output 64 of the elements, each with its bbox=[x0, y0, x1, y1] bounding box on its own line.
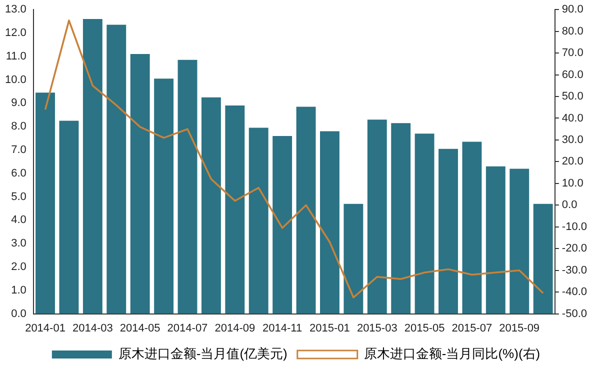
y-tick-label: 9.0 bbox=[11, 97, 26, 110]
y2-tick-label: 90.0 bbox=[562, 4, 584, 16]
bar bbox=[533, 204, 553, 314]
bar bbox=[438, 148, 458, 314]
y-tick-label: 7.0 bbox=[11, 144, 26, 156]
bar bbox=[320, 131, 340, 314]
y2-tick-label: 40.0 bbox=[562, 112, 584, 124]
bar bbox=[296, 106, 316, 314]
y2-tick-label: 30.0 bbox=[562, 134, 584, 146]
x-tick-label: 2015-01 bbox=[310, 322, 350, 334]
y2-tick-label: -20.0 bbox=[562, 242, 588, 255]
y-tick-label: 2.0 bbox=[11, 261, 26, 274]
bar bbox=[414, 134, 434, 314]
bar bbox=[36, 92, 55, 314]
y-tick-label: 5.0 bbox=[11, 190, 26, 203]
y2-tick-label: -10.0 bbox=[562, 220, 588, 233]
bar bbox=[510, 168, 530, 314]
x-tick-label: 2015-09 bbox=[499, 322, 540, 334]
legend-label: 原木进口金额-当月值(亿美元) bbox=[118, 346, 288, 362]
x-tick-label: 2015-03 bbox=[356, 322, 398, 334]
y-tick-label: 11.0 bbox=[6, 50, 26, 62]
y-tick-label: 0.0 bbox=[11, 308, 26, 320]
bar bbox=[462, 142, 482, 314]
x-tick-label: 2015-07 bbox=[452, 322, 492, 334]
legend-label: 原木进口金额-当月同比(%)(右) bbox=[364, 346, 540, 362]
y2-tick-label: -40.0 bbox=[562, 286, 588, 298]
y2-tick-label: 10.0 bbox=[562, 177, 584, 190]
bar bbox=[486, 166, 506, 314]
y-tick-label: 6.0 bbox=[11, 167, 26, 180]
bar bbox=[178, 60, 198, 314]
y-tick-label: 13.0 bbox=[4, 4, 26, 16]
y-tick-label: 3.0 bbox=[11, 238, 26, 250]
bar bbox=[367, 120, 387, 314]
y2-tick-label: 80.0 bbox=[562, 25, 584, 38]
bar bbox=[82, 18, 102, 314]
y2-tick-label: 50.0 bbox=[562, 90, 584, 103]
bar bbox=[272, 136, 292, 314]
x-tick-label: 2014-01 bbox=[25, 322, 66, 334]
y2-tick-label: 60.0 bbox=[562, 68, 584, 81]
x-tick-label: 2014-09 bbox=[214, 322, 256, 334]
y2-tick-label: -50.0 bbox=[562, 308, 588, 320]
y-tick-label: 4.0 bbox=[11, 214, 26, 226]
bar bbox=[59, 120, 79, 314]
bar bbox=[391, 123, 411, 314]
bar bbox=[201, 97, 221, 314]
bar bbox=[106, 24, 126, 314]
bar bbox=[130, 54, 150, 314]
y2-tick-label: 0.0 bbox=[562, 199, 578, 212]
bar bbox=[344, 204, 364, 314]
bar bbox=[248, 128, 268, 314]
bar bbox=[154, 78, 174, 314]
x-tick-label: 2015-05 bbox=[404, 322, 445, 334]
y2-tick-label: 70.0 bbox=[562, 47, 584, 60]
x-tick-label: 2014-03 bbox=[72, 322, 113, 334]
y-tick-label: 8.0 bbox=[11, 120, 26, 133]
x-tick-label: 2014-07 bbox=[167, 322, 208, 334]
x-tick-label: 2014-05 bbox=[120, 322, 160, 334]
y-tick-label: 10.0 bbox=[4, 74, 26, 86]
bar bbox=[225, 106, 245, 314]
y2-tick-label: -30.0 bbox=[562, 264, 588, 276]
x-tick-label: 2014-11 bbox=[262, 322, 302, 334]
y-tick-label: 12.0 bbox=[4, 27, 26, 40]
y2-tick-label: 20.0 bbox=[562, 156, 584, 168]
y-tick-label: 1.0 bbox=[11, 284, 26, 296]
